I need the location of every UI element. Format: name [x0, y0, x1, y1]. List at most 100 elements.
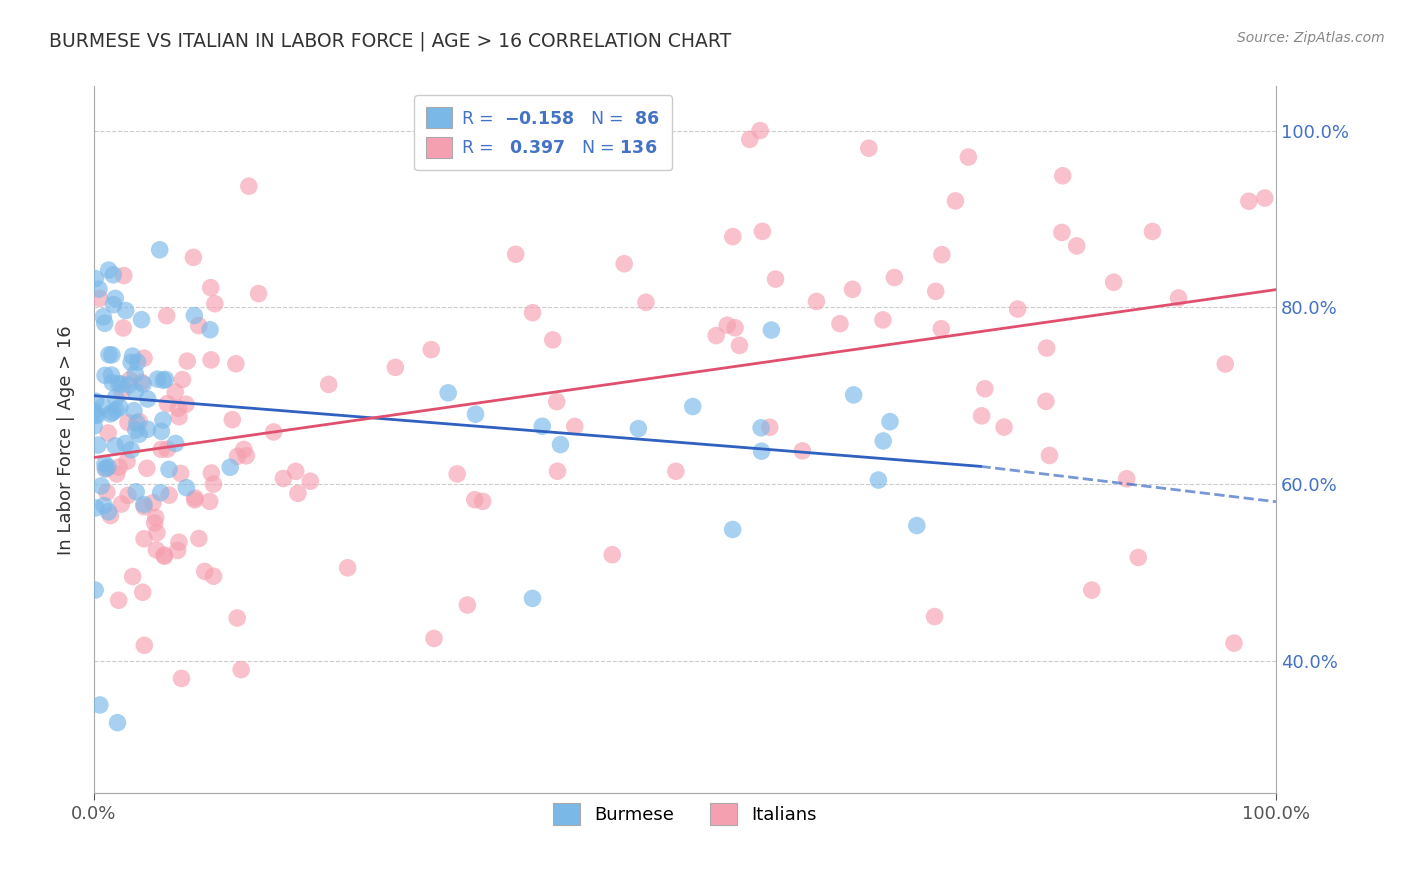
Italians — [157, 488, 180, 502]
Italians — [872, 313, 894, 327]
Burmese — [98, 407, 121, 421]
Burmese — [124, 367, 146, 381]
Y-axis label: In Labor Force | Age > 16: In Labor Force | Age > 16 — [58, 325, 75, 555]
Italians — [232, 442, 254, 457]
Burmese — [114, 436, 136, 450]
Burmese — [125, 416, 148, 430]
Italians — [174, 397, 197, 411]
Italians — [299, 474, 322, 488]
Italians — [721, 229, 744, 244]
Italians — [172, 373, 194, 387]
Italians — [170, 672, 193, 686]
Italians — [131, 585, 153, 599]
Burmese — [101, 405, 124, 419]
Burmese — [107, 715, 129, 730]
Burmese — [93, 499, 115, 513]
Burmese — [751, 444, 773, 458]
Italians — [153, 549, 176, 564]
Italians — [765, 272, 787, 286]
Burmese — [183, 309, 205, 323]
Italians — [96, 485, 118, 500]
Burmese — [101, 376, 124, 390]
Italians — [993, 420, 1015, 434]
Burmese — [136, 422, 159, 436]
Italians — [166, 543, 188, 558]
Italians — [226, 450, 249, 464]
Italians — [200, 281, 222, 295]
Italians — [132, 532, 155, 546]
Italians — [1115, 472, 1137, 486]
Italians — [167, 401, 190, 416]
Burmese — [165, 436, 187, 450]
Italians — [96, 462, 118, 476]
Burmese — [107, 376, 129, 391]
Burmese — [84, 500, 107, 515]
Italians — [929, 322, 952, 336]
Italians — [132, 351, 155, 365]
Italians — [931, 247, 953, 261]
Italians — [1052, 169, 1074, 183]
Italians — [112, 268, 135, 283]
Italians — [284, 464, 307, 478]
Burmese — [110, 377, 132, 392]
Burmese — [531, 419, 554, 434]
Italians — [143, 516, 166, 530]
Burmese — [132, 377, 155, 392]
Italians — [198, 494, 221, 508]
Italians — [128, 415, 150, 429]
Italians — [1007, 301, 1029, 316]
Burmese — [120, 355, 142, 369]
Burmese — [749, 421, 772, 435]
Italians — [225, 357, 247, 371]
Italians — [187, 532, 209, 546]
Italians — [456, 598, 478, 612]
Italians — [108, 460, 131, 475]
Burmese — [149, 485, 172, 500]
Burmese — [124, 384, 146, 399]
Italians — [287, 486, 309, 500]
Italians — [97, 425, 120, 440]
Italians — [522, 306, 544, 320]
Burmese — [125, 484, 148, 499]
Italians — [273, 471, 295, 485]
Burmese — [108, 401, 131, 415]
Italians — [1050, 226, 1073, 240]
Burmese — [104, 439, 127, 453]
Italians — [169, 467, 191, 481]
Italians — [200, 352, 222, 367]
Italians — [153, 548, 176, 562]
Italians — [1167, 291, 1189, 305]
Italians — [202, 477, 225, 491]
Italians — [384, 360, 406, 375]
Burmese — [97, 348, 120, 362]
Burmese — [127, 355, 149, 369]
Burmese — [872, 434, 894, 448]
Italians — [142, 496, 165, 510]
Italians — [841, 282, 863, 296]
Italians — [231, 663, 253, 677]
Burmese — [89, 698, 111, 712]
Burmese — [136, 392, 159, 406]
Italians — [541, 333, 564, 347]
Italians — [1237, 194, 1260, 209]
Italians — [423, 632, 446, 646]
Burmese — [131, 312, 153, 326]
Italians — [973, 382, 995, 396]
Burmese — [93, 316, 115, 330]
Italians — [883, 270, 905, 285]
Burmese — [155, 372, 177, 386]
Italians — [792, 443, 814, 458]
Italians — [247, 286, 270, 301]
Burmese — [879, 415, 901, 429]
Italians — [1102, 275, 1125, 289]
Burmese — [120, 442, 142, 457]
Burmese — [84, 394, 107, 409]
Italians — [183, 251, 205, 265]
Italians — [226, 611, 249, 625]
Burmese — [91, 310, 114, 324]
Italians — [117, 488, 139, 502]
Italians — [738, 132, 761, 146]
Text: Source: ZipAtlas.com: Source: ZipAtlas.com — [1237, 31, 1385, 45]
Burmese — [146, 372, 169, 386]
Burmese — [627, 422, 650, 436]
